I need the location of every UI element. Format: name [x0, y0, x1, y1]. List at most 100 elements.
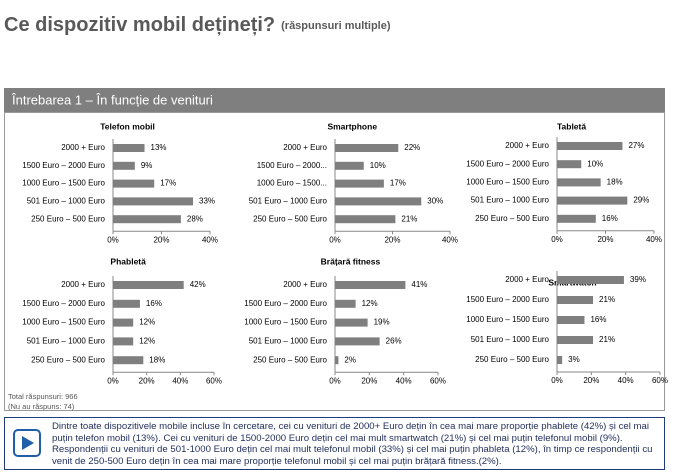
category-label: 250 Euro – 500 Euro — [31, 214, 105, 223]
category-label: 1500 Euro – 2000 Euro — [466, 159, 549, 168]
value-label: 18% — [149, 355, 165, 364]
note-total: Total răspunsuri: 966 — [8, 392, 78, 401]
category-label: 1500 Euro – 2000 Euro — [22, 161, 105, 170]
category-label: 1000 Euro – 1500 Euro — [244, 318, 327, 327]
chart-title: Brățară fitness — [321, 256, 381, 266]
category-label: 250 Euro – 500 Euro — [253, 214, 327, 223]
x-tick-label: 40% — [646, 235, 662, 244]
category-label: 501 Euro – 1000 Euro — [27, 337, 106, 346]
bar — [557, 336, 594, 344]
bar — [557, 296, 594, 304]
x-tick-label: 20% — [384, 235, 400, 244]
category-label: 1000 Euro – 1500 Euro — [466, 178, 549, 187]
bar — [335, 337, 380, 346]
x-tick-label: 60% — [430, 376, 446, 385]
bar — [335, 161, 364, 170]
title-text: Ce dispozitiv mobil dețineți? — [4, 14, 275, 36]
category-label: 501 Euro – 1000 Euro — [471, 335, 550, 344]
x-tick-label: 0% — [551, 376, 563, 385]
category-label: 1000 Euro – 1500... — [257, 179, 327, 188]
bar — [113, 197, 194, 206]
value-label: 18% — [607, 178, 623, 187]
value-label: 39% — [630, 275, 646, 284]
bar — [113, 161, 135, 170]
chart-title: Phabletă — [110, 256, 146, 266]
title: Ce dispozitiv mobil dețineți? (răspunsuri… — [4, 14, 391, 36]
category-label: 2000 + Euro — [505, 141, 549, 150]
x-tick-label: 0% — [551, 235, 563, 244]
category-label: 501 Euro – 1000 Euro — [249, 197, 328, 206]
category-label: 501 Euro – 1000 Euro — [249, 337, 328, 346]
category-label: 250 Euro – 500 Euro — [31, 355, 105, 364]
x-tick-label: 0% — [329, 376, 341, 385]
bar — [335, 356, 339, 365]
arrow — [22, 436, 34, 450]
bar — [335, 179, 384, 188]
value-label: 22% — [404, 143, 420, 152]
summary-text: Dintre toate dispozitivele mobile inclus… — [52, 421, 653, 467]
bar — [335, 281, 406, 289]
x-tick-label: 20% — [139, 376, 155, 385]
value-label: 12% — [362, 299, 378, 308]
bar — [113, 299, 140, 308]
category-label: 2000 + Euro — [61, 143, 105, 152]
value-label: 19% — [374, 318, 390, 327]
x-tick-label: 60% — [206, 376, 222, 385]
bar — [113, 281, 184, 289]
value-label: 17% — [390, 179, 406, 188]
x-tick-label: 40% — [396, 376, 412, 385]
summary-box — [4, 417, 665, 470]
category-label: 501 Euro – 1000 Euro — [471, 196, 550, 205]
value-label: 27% — [628, 141, 644, 150]
category-label: 2000 + Euro — [283, 280, 327, 289]
value-label: 16% — [602, 214, 618, 223]
bar — [335, 197, 422, 206]
value-label: 9% — [141, 161, 153, 170]
value-label: 12% — [139, 337, 155, 346]
category-label: 1500 Euro – 2000 Euro — [244, 299, 327, 308]
x-tick-label: 40% — [618, 376, 634, 385]
value-label: 21% — [599, 335, 615, 344]
x-tick-label: 0% — [107, 376, 119, 385]
chart-title: Telefon mobil — [100, 121, 155, 131]
bar — [113, 144, 145, 152]
value-label: 17% — [160, 179, 176, 188]
bar — [557, 142, 623, 150]
x-tick-label: 60% — [652, 376, 668, 385]
category-label: 501 Euro – 1000 Euro — [27, 197, 106, 206]
category-label: 1000 Euro – 1500 Euro — [22, 179, 105, 188]
section-title: Întrebarea 1 – În funcție de venituri — [11, 92, 213, 107]
value-label: 21% — [599, 295, 615, 304]
bar — [113, 215, 181, 224]
category-label: 1500 Euro – 2000 Euro — [22, 299, 105, 308]
panel — [4, 112, 665, 411]
bar — [557, 214, 596, 223]
x-tick-label: 40% — [172, 376, 188, 385]
x-tick-label: 20% — [597, 235, 613, 244]
x-tick-label: 20% — [361, 376, 377, 385]
bar — [557, 178, 601, 187]
value-label: 3% — [568, 355, 580, 364]
bar — [113, 356, 144, 365]
chart-title: Tabletă — [557, 121, 586, 131]
category-label: 250 Euro – 500 Euro — [253, 355, 327, 364]
value-label: 29% — [633, 196, 649, 205]
category-label: 1500 Euro – 2000 Euro — [466, 295, 549, 304]
value-label: 30% — [427, 197, 443, 206]
category-label: 250 Euro – 500 Euro — [475, 214, 549, 223]
category-label: 250 Euro – 500 Euro — [475, 355, 549, 364]
x-tick-label: 0% — [329, 235, 341, 244]
value-label: 28% — [187, 214, 203, 223]
category-label: 2000 + Euro — [283, 143, 327, 152]
value-label: 16% — [146, 299, 162, 308]
category-label: 2000 + Euro — [505, 275, 549, 284]
bar — [557, 276, 624, 284]
x-tick-label: 0% — [107, 235, 119, 244]
bar — [557, 356, 563, 364]
value-label: 33% — [199, 197, 215, 206]
section-bar — [4, 88, 665, 112]
value-label: 13% — [151, 143, 167, 152]
bar — [557, 160, 582, 169]
value-label: 21% — [401, 214, 417, 223]
